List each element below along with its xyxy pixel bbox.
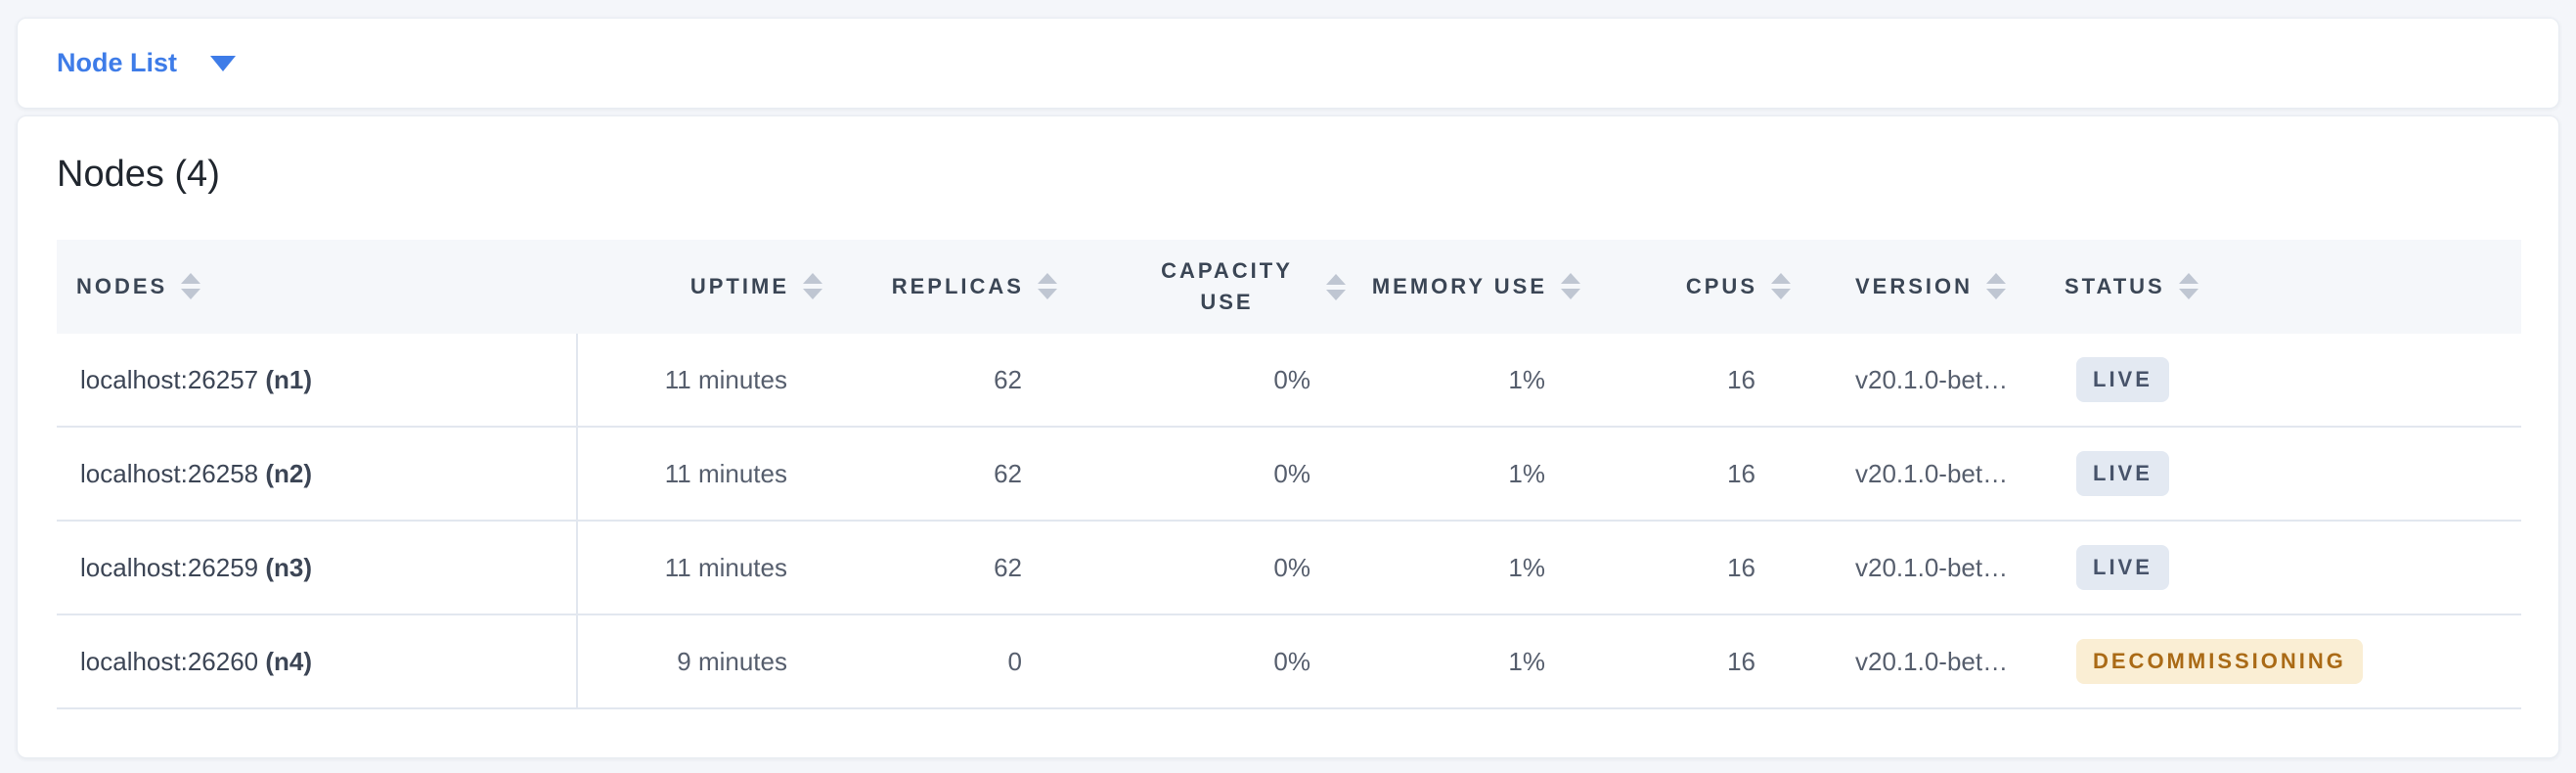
version-cell: v20.1.0-bet… bbox=[1791, 615, 2065, 709]
nodes-card: Nodes (4) NODES UPTIME bbox=[17, 115, 2559, 758]
sort-icon[interactable] bbox=[2178, 273, 2198, 300]
replicas-cell: 0 bbox=[822, 615, 1057, 709]
version-cell: v20.1.0-bet… bbox=[1791, 522, 2065, 615]
status-badge: LIVE bbox=[2076, 357, 2169, 402]
caret-down-icon bbox=[210, 55, 237, 71]
status-cell: LIVE bbox=[2065, 428, 2521, 522]
node-address-cell: localhost:26257 (n1) bbox=[57, 334, 578, 428]
cpus-cell: 16 bbox=[1580, 615, 1791, 709]
status-badge: LIVE bbox=[2076, 451, 2169, 496]
column-header-memory-use[interactable]: MEMORY USE bbox=[1346, 240, 1580, 334]
node-address-cell: localhost:26259 (n3) bbox=[57, 522, 578, 615]
column-header-status[interactable]: STATUS bbox=[2065, 240, 2521, 334]
sort-icon[interactable] bbox=[1986, 273, 2007, 300]
nodes-table: NODES UPTIME REPLICAS bbox=[57, 240, 2521, 709]
column-header-version[interactable]: VERSION bbox=[1791, 240, 2065, 334]
replicas-cell: 62 bbox=[822, 428, 1057, 522]
sort-icon[interactable] bbox=[1771, 273, 1791, 300]
uptime-cell: 9 minutes bbox=[578, 615, 822, 709]
column-header-nodes[interactable]: NODES bbox=[57, 240, 578, 334]
memory-use-cell: 1% bbox=[1346, 522, 1580, 615]
column-header-cpus[interactable]: CPUS bbox=[1580, 240, 1791, 334]
status-cell: DECOMMISSIONING bbox=[2065, 615, 2521, 709]
node-list-dropdown[interactable]: Node List bbox=[57, 48, 237, 78]
sort-icon[interactable] bbox=[181, 273, 201, 300]
capacity-use-cell: 0% bbox=[1057, 334, 1346, 428]
node-address-cell: localhost:26260 (n4) bbox=[57, 615, 578, 709]
status-cell: LIVE bbox=[2065, 522, 2521, 615]
uptime-cell: 11 minutes bbox=[578, 334, 822, 428]
status-cell: LIVE bbox=[2065, 334, 2521, 428]
column-header-uptime[interactable]: UPTIME bbox=[578, 240, 822, 334]
uptime-cell: 11 minutes bbox=[578, 522, 822, 615]
memory-use-cell: 1% bbox=[1346, 334, 1580, 428]
memory-use-cell: 1% bbox=[1346, 428, 1580, 522]
replicas-cell: 62 bbox=[822, 334, 1057, 428]
cpus-cell: 16 bbox=[1580, 522, 1791, 615]
sort-icon[interactable] bbox=[803, 273, 822, 300]
sort-icon[interactable] bbox=[1326, 273, 1346, 300]
node-list-dropdown-label: Node List bbox=[57, 48, 178, 77]
replicas-cell: 62 bbox=[822, 522, 1057, 615]
page-title: Nodes (4) bbox=[57, 154, 220, 195]
uptime-cell: 11 minutes bbox=[578, 428, 822, 522]
version-cell: v20.1.0-bet… bbox=[1791, 428, 2065, 522]
sort-icon[interactable] bbox=[1561, 273, 1580, 300]
table-row: localhost:26259 (n3) 11 minutes 62 0% 1%… bbox=[57, 522, 2521, 615]
cpus-cell: 16 bbox=[1580, 428, 1791, 522]
cpus-cell: 16 bbox=[1580, 334, 1791, 428]
view-selector-bar: Node List bbox=[17, 18, 2559, 109]
status-badge: LIVE bbox=[2076, 545, 2169, 590]
column-header-capacity-use[interactable]: CAPACITY USE bbox=[1057, 240, 1346, 334]
node-address-cell: localhost:26258 (n2) bbox=[57, 428, 578, 522]
table-row: localhost:26258 (n2) 11 minutes 62 0% 1%… bbox=[57, 428, 2521, 522]
capacity-use-cell: 0% bbox=[1057, 522, 1346, 615]
table-row: localhost:26260 (n4) 9 minutes 0 0% 1% 1… bbox=[57, 615, 2521, 709]
version-cell: v20.1.0-bet… bbox=[1791, 334, 2065, 428]
sort-icon[interactable] bbox=[1038, 273, 1057, 300]
capacity-use-cell: 0% bbox=[1057, 615, 1346, 709]
status-badge: DECOMMISSIONING bbox=[2076, 639, 2363, 684]
column-header-replicas[interactable]: REPLICAS bbox=[822, 240, 1057, 334]
capacity-use-cell: 0% bbox=[1057, 428, 1346, 522]
table-header-row: NODES UPTIME REPLICAS bbox=[57, 240, 2521, 334]
memory-use-cell: 1% bbox=[1346, 615, 1580, 709]
table-row: localhost:26257 (n1) 11 minutes 62 0% 1%… bbox=[57, 334, 2521, 428]
